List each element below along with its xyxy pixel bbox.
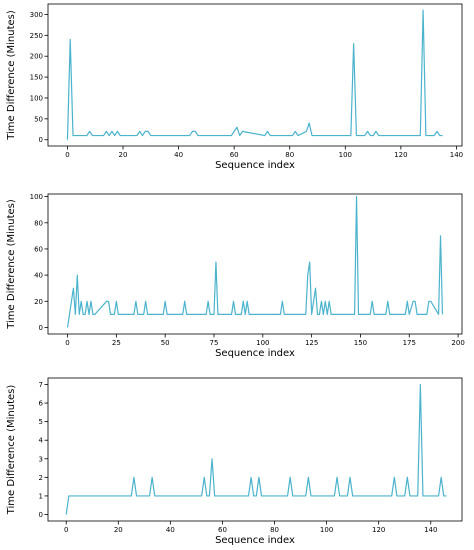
y-tick-label: 3 bbox=[39, 455, 43, 463]
y-tick-label: 150 bbox=[30, 74, 43, 82]
plot-frame bbox=[47, 3, 463, 147]
x-tick-label: 75 bbox=[210, 339, 219, 347]
chart-panel-1: 0 20 40 60 80 100 120 140 0 50 100 150 200 250 300 Sequ… bbox=[6, 3, 463, 171]
x-tick-label: 40 bbox=[174, 151, 183, 159]
series-line bbox=[65, 383, 447, 515]
series-line bbox=[66, 9, 443, 140]
x-tick-label: 150 bbox=[354, 339, 367, 347]
x-axis-label: Sequence index bbox=[215, 348, 295, 359]
y-tick-label: 7 bbox=[39, 381, 43, 389]
x-tick-label: 125 bbox=[305, 339, 318, 347]
y-axis-label: Time Difference (Minutes) bbox=[6, 199, 17, 330]
x-tick-label: 100 bbox=[339, 151, 352, 159]
y-tick-label: 4 bbox=[39, 437, 44, 445]
y-tick-label: 100 bbox=[30, 193, 43, 201]
x-tick-label: 80 bbox=[270, 526, 279, 534]
x-tick-label: 175 bbox=[403, 339, 416, 347]
y-tick-label: 2 bbox=[39, 474, 43, 482]
x-tick-label: 200 bbox=[451, 339, 464, 347]
x-tick-label: 20 bbox=[119, 151, 128, 159]
y-tick-label: 200 bbox=[30, 53, 43, 61]
x-tick-label: 0 bbox=[65, 151, 69, 159]
y-tick-label: 6 bbox=[39, 400, 44, 408]
x-axis-label: Sequence index bbox=[215, 160, 295, 171]
y-axis-label: Time Difference (Minutes) bbox=[6, 385, 17, 516]
x-tick-label: 25 bbox=[112, 339, 121, 347]
x-tick-label: 100 bbox=[320, 526, 333, 534]
y-tick-label: 300 bbox=[30, 11, 43, 19]
y-tick-label: 0 bbox=[39, 511, 43, 519]
x-tick-label: 60 bbox=[230, 151, 239, 159]
y-tick-label: 100 bbox=[30, 94, 43, 102]
y-tick-label: 80 bbox=[34, 219, 43, 227]
x-tick-label: 120 bbox=[394, 151, 407, 159]
x-tick-label: 60 bbox=[218, 526, 227, 534]
x-tick-label: 0 bbox=[64, 526, 68, 534]
x-tick-label: 140 bbox=[424, 526, 437, 534]
y-tick-label: 1 bbox=[39, 492, 43, 500]
x-tick-label: 100 bbox=[256, 339, 269, 347]
y-tick-label: 0 bbox=[39, 324, 43, 332]
y-tick-label: 5 bbox=[39, 418, 43, 426]
plot-frame bbox=[47, 193, 463, 335]
x-tick-label: 0 bbox=[65, 339, 69, 347]
x-tick-label: 80 bbox=[285, 151, 294, 159]
y-tick-label: 50 bbox=[34, 115, 43, 123]
chart-panel-3: 0 20 40 60 80 100 120 140 0 1 2 3 4 5 6 7 Sequence index… bbox=[6, 377, 463, 546]
x-tick-label: 140 bbox=[450, 151, 463, 159]
series-line bbox=[66, 196, 444, 328]
x-tick-label: 40 bbox=[166, 526, 175, 534]
y-tick-label: 60 bbox=[34, 245, 43, 253]
y-tick-label: 20 bbox=[34, 298, 43, 306]
x-tick-label: 120 bbox=[372, 526, 385, 534]
y-tick-label: 250 bbox=[30, 32, 43, 40]
y-tick-label: 0 bbox=[39, 136, 43, 144]
y-tick-label: 40 bbox=[34, 272, 43, 280]
x-tick-label: 50 bbox=[161, 339, 170, 347]
chart-panel-2: 0 25 50 75 100 125 150 175 200020406080100Sequen… bbox=[6, 193, 465, 359]
x-tick-label: 20 bbox=[114, 526, 123, 534]
y-axis-label: Time Difference (Minutes) bbox=[6, 10, 17, 141]
x-axis-label: Sequence index bbox=[215, 535, 295, 546]
plot-frame bbox=[47, 377, 463, 522]
